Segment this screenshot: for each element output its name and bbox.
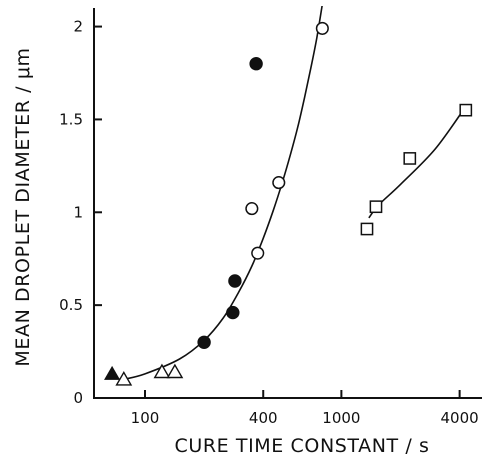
data-point-open-square <box>459 103 473 117</box>
x-axis-label: CURE TIME CONSTANT / s <box>174 435 429 457</box>
data-point-open-square <box>403 152 417 165</box>
data-point-open-triangle <box>153 363 171 379</box>
x-tick-label: 100 <box>131 409 160 427</box>
data-point-filled-circle <box>226 305 240 320</box>
data-point-open-circle <box>315 21 329 35</box>
y-tick-label: 2 <box>73 18 83 36</box>
data-point-open-triangle <box>166 363 184 379</box>
data-point-open-square <box>360 222 374 236</box>
fit-curve <box>123 6 323 381</box>
data-point-open-triangle <box>115 371 133 386</box>
plot-axes <box>93 8 482 399</box>
y-tick-label: 0.5 <box>59 296 83 314</box>
y-tick-label: 0 <box>73 389 83 407</box>
y-axis-label: MEAN DROPLET DIAMETER / μm <box>12 47 34 366</box>
data-point-filled-circle <box>228 274 242 288</box>
fit-curve <box>368 105 467 219</box>
x-tick-label: 4000 <box>441 409 479 427</box>
x-tick-label: 400 <box>249 409 278 427</box>
y-tick-label: 1.5 <box>59 110 83 128</box>
data-point-filled-circle <box>197 335 211 349</box>
data-point-filled-triangle <box>104 365 121 380</box>
data-point-open-square <box>369 200 383 214</box>
data-point-open-circle <box>272 176 286 190</box>
y-tick-label: 1 <box>73 203 83 221</box>
data-point-open-circle <box>245 202 259 216</box>
data-point-filled-circle <box>249 57 263 71</box>
x-tick-label: 1000 <box>322 409 360 427</box>
data-point-open-circle <box>251 246 265 260</box>
